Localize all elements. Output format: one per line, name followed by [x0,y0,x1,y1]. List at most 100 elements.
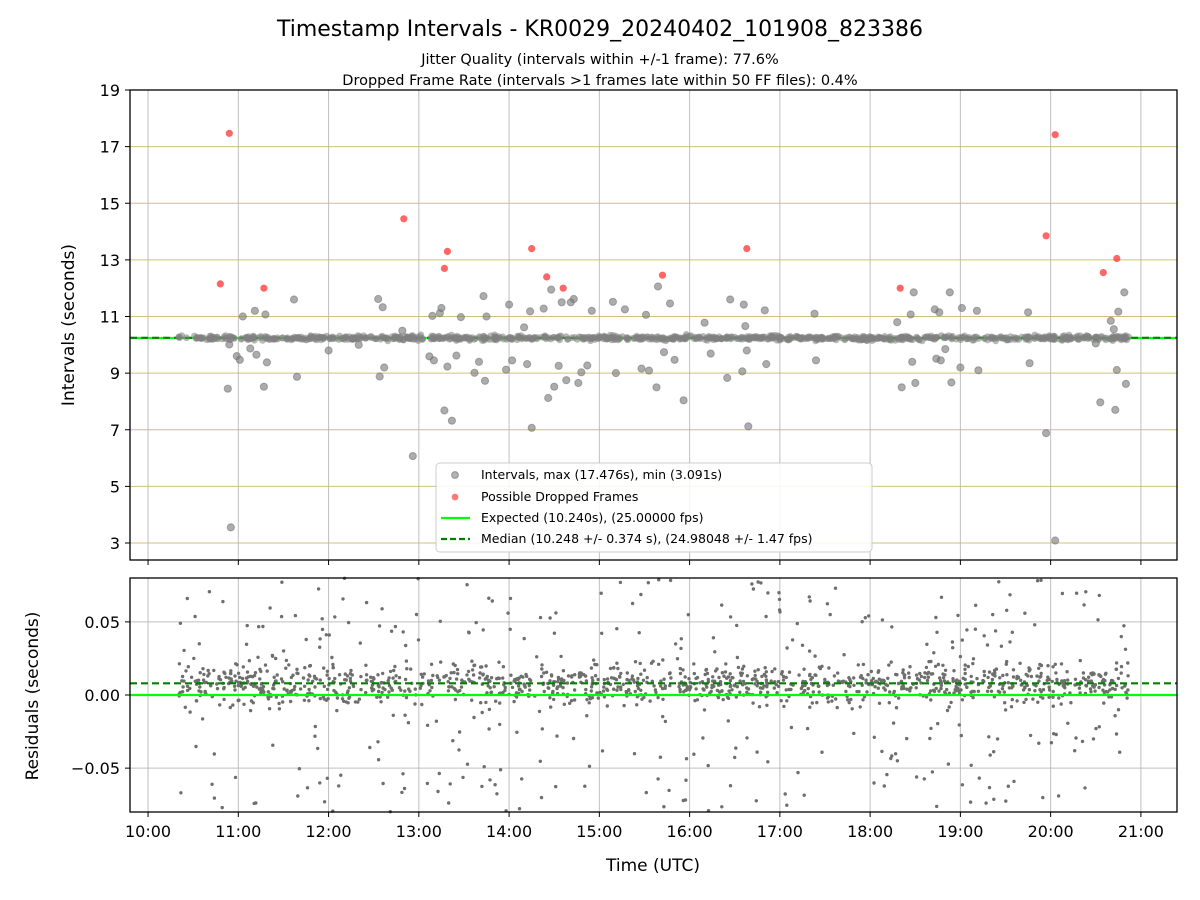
residual-point [784,688,788,692]
residual-point [641,678,646,682]
top-ytick-label: 3 [110,534,120,553]
residual-point [1119,634,1124,639]
interval-point [786,335,793,343]
residual-point [1039,671,1043,676]
residual-point [1116,708,1121,712]
residual-point [180,674,185,679]
residual-point [195,679,199,683]
residual-point [751,587,756,591]
interval-point [383,334,391,341]
residual-point [1049,741,1054,745]
residual-point [401,772,405,776]
interval-point [760,306,769,315]
interval-point [957,303,967,313]
interval-point [581,335,589,343]
residual-point [657,662,661,666]
residual-point [852,731,856,736]
residual-point [1009,705,1014,709]
residual-point [922,777,926,781]
residual-point [527,677,532,681]
residual-point [954,684,958,689]
residual-point [1010,630,1014,634]
residual-point [777,591,781,595]
residual-point [1089,679,1094,683]
interval-point [974,366,983,375]
residual-point [436,789,440,794]
residual-point [678,666,682,671]
interval-point [440,406,449,415]
interval-point [659,348,669,357]
interval-point [377,335,384,343]
residual-point [1051,704,1056,708]
residual-point [474,620,478,625]
interval-point [1086,334,1094,342]
residual-point [284,658,289,663]
residual-point [740,667,745,671]
residual-point [587,764,592,768]
residual-point [684,778,688,782]
bottom-ytick-label: 0.00 [84,686,120,705]
residual-point [790,638,795,642]
residual-point [902,686,906,691]
residual-point [847,700,851,705]
residual-point [887,701,891,705]
residual-point [698,681,702,685]
residual-point [471,673,476,677]
residual-point [959,733,963,738]
residual-point [281,680,285,684]
residual-point [1050,679,1054,684]
residual-point [739,673,743,678]
residual-point [1011,675,1016,679]
residual-point [693,698,697,703]
dropped-point [1099,269,1107,277]
residual-point [236,683,240,688]
residual-point [648,699,652,703]
interval-point [1122,334,1130,342]
residual-point [867,614,871,618]
residual-point [1060,591,1065,596]
residual-point [420,675,425,679]
residual-point [844,689,848,694]
interval-point [758,333,766,341]
residual-point [662,677,666,681]
residual-point [565,681,570,685]
residual-point [872,781,876,785]
residual-point [692,662,696,666]
residual-point [501,676,505,680]
residual-point [781,674,786,679]
interval-point [540,333,548,341]
residual-point [1082,603,1086,607]
residual-point [1005,608,1009,612]
residual-point [388,669,393,674]
residual-point [1037,741,1041,745]
interval-point [936,356,945,365]
residual-point [1004,662,1008,666]
residual-point [646,581,650,585]
residual-point [233,688,237,692]
residual-point [470,659,474,663]
residual-point [234,662,238,666]
residual-point [540,667,544,671]
residual-point [618,675,622,679]
residual-point [782,704,786,709]
residual-point [351,684,356,689]
residual-point [817,684,821,688]
residual-point [589,689,593,693]
residual-point [751,701,755,705]
interval-point [670,355,679,364]
residual-point [619,671,623,676]
residual-point [233,674,237,678]
residual-point [376,740,380,744]
interval-point [897,383,906,392]
residual-point [992,797,996,801]
residual-point [939,595,944,599]
residual-point [313,685,317,689]
interval-point [941,334,949,341]
residual-point [551,683,556,687]
residual-point [449,671,453,675]
residual-point [430,685,434,690]
residual-point [231,703,235,707]
residual-point [785,803,789,807]
interval-point [608,297,618,306]
residual-point [1119,664,1124,669]
